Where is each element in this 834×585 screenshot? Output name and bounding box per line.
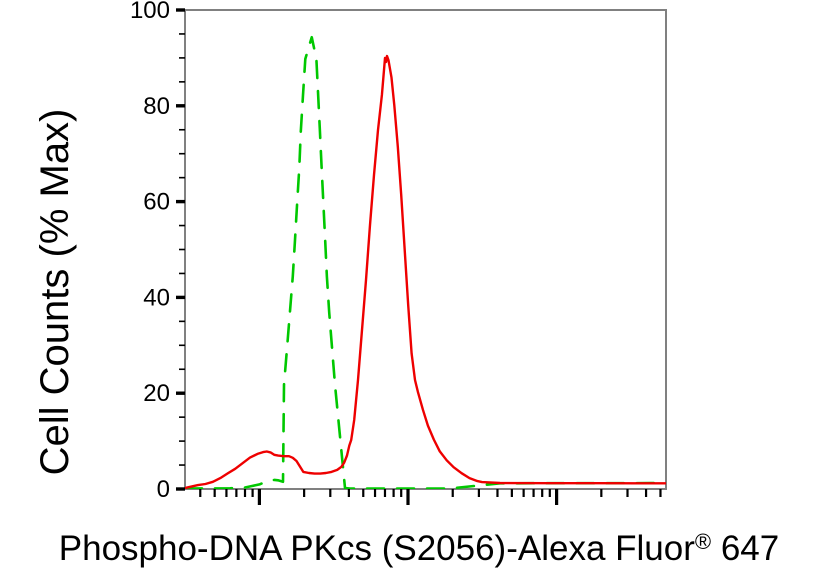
svg-text:60: 60 — [143, 189, 170, 216]
svg-text:40: 40 — [143, 284, 170, 311]
svg-text:0: 0 — [157, 476, 170, 503]
svg-text:100: 100 — [130, 0, 170, 24]
svg-text:Phospho-DNA PKcs (S2056)-Alexa: Phospho-DNA PKcs (S2056)-Alexa Fluor® 64… — [59, 529, 779, 568]
svg-text:Cell Counts (% Max): Cell Counts (% Max) — [33, 109, 77, 476]
svg-text:80: 80 — [143, 93, 170, 120]
svg-text:20: 20 — [143, 380, 170, 407]
